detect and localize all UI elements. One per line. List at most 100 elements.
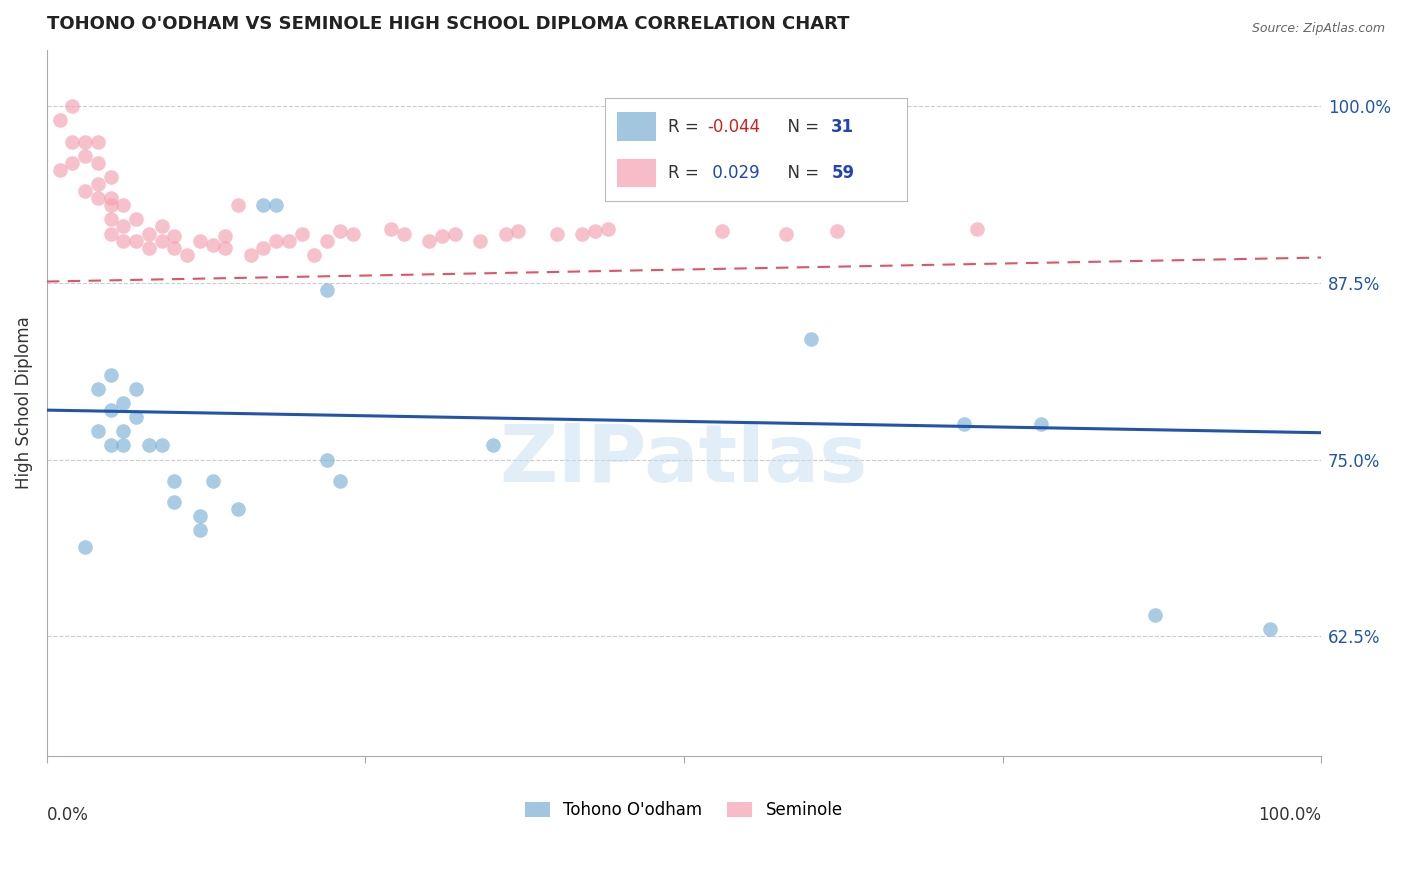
Point xyxy=(304,248,326,262)
Text: R =: R = xyxy=(668,118,704,136)
Point xyxy=(1029,417,1052,432)
Point xyxy=(87,156,110,170)
Point xyxy=(214,229,236,244)
Point xyxy=(75,149,97,163)
Point xyxy=(508,224,530,238)
Text: TOHONO O'ODHAM VS SEMINOLE HIGH SCHOOL DIPLOMA CORRELATION CHART: TOHONO O'ODHAM VS SEMINOLE HIGH SCHOOL D… xyxy=(46,15,849,33)
Point xyxy=(278,234,301,248)
Legend: Tohono O'odham, Seminole: Tohono O'odham, Seminole xyxy=(519,794,849,826)
Point xyxy=(329,474,352,488)
Point xyxy=(100,403,122,417)
Point xyxy=(546,227,568,241)
Point xyxy=(418,234,440,248)
Text: 31: 31 xyxy=(831,118,855,136)
Point xyxy=(430,229,453,244)
Text: Source: ZipAtlas.com: Source: ZipAtlas.com xyxy=(1251,22,1385,36)
Point xyxy=(226,502,249,516)
Point xyxy=(125,410,148,425)
Point xyxy=(100,212,122,227)
Text: 100.0%: 100.0% xyxy=(1258,805,1322,823)
Point xyxy=(953,417,976,432)
Point xyxy=(87,177,110,191)
Point xyxy=(112,198,135,212)
Point xyxy=(100,438,122,452)
Point xyxy=(150,219,173,234)
Point xyxy=(596,222,619,236)
Point xyxy=(87,135,110,149)
Point xyxy=(125,234,148,248)
Point xyxy=(163,241,186,255)
Point xyxy=(48,163,70,178)
Point xyxy=(125,212,148,227)
Point xyxy=(711,224,734,238)
Point xyxy=(125,382,148,396)
Point xyxy=(60,756,83,771)
Point xyxy=(1258,622,1281,636)
Point xyxy=(201,237,224,252)
Point xyxy=(380,222,402,236)
Point xyxy=(150,438,173,452)
Point xyxy=(176,248,198,262)
Point xyxy=(239,248,262,262)
Point xyxy=(100,368,122,382)
Point xyxy=(188,234,211,248)
Text: 0.0%: 0.0% xyxy=(46,805,89,823)
Point xyxy=(495,227,517,241)
Point xyxy=(112,396,135,410)
Point xyxy=(201,474,224,488)
Point xyxy=(100,227,122,241)
Point xyxy=(226,198,249,212)
Point xyxy=(60,135,83,149)
Point xyxy=(571,227,593,241)
Point xyxy=(75,184,97,198)
Point xyxy=(163,495,186,509)
Point xyxy=(443,227,465,241)
Point xyxy=(264,234,287,248)
Point xyxy=(966,222,988,236)
Point xyxy=(468,234,491,248)
Point xyxy=(329,224,352,238)
Point xyxy=(112,425,135,439)
Point xyxy=(87,382,110,396)
Point xyxy=(163,474,186,488)
Point xyxy=(100,191,122,205)
Point xyxy=(252,241,274,255)
Bar xyxy=(617,112,657,141)
Y-axis label: High School Diploma: High School Diploma xyxy=(15,317,32,490)
Point xyxy=(138,438,160,452)
Point xyxy=(252,198,274,212)
Point xyxy=(583,224,606,238)
Point xyxy=(112,219,135,234)
Point xyxy=(214,241,236,255)
Point xyxy=(60,156,83,170)
Point xyxy=(264,198,287,212)
Point xyxy=(87,191,110,205)
Point xyxy=(342,227,364,241)
Point xyxy=(825,224,848,238)
Point xyxy=(316,452,339,467)
Point xyxy=(100,169,122,184)
Point xyxy=(100,198,122,212)
Point xyxy=(775,227,797,241)
Point xyxy=(112,438,135,452)
Point xyxy=(112,234,135,248)
Point xyxy=(291,227,314,241)
Point xyxy=(138,227,160,241)
Text: N =: N = xyxy=(778,164,824,182)
Point xyxy=(188,509,211,524)
Text: 0.029: 0.029 xyxy=(707,164,761,182)
Point xyxy=(1144,607,1167,622)
Bar xyxy=(617,159,657,187)
Point xyxy=(316,234,339,248)
Point xyxy=(392,227,415,241)
Text: N =: N = xyxy=(778,118,824,136)
Point xyxy=(163,229,186,244)
Text: -0.044: -0.044 xyxy=(707,118,761,136)
Point xyxy=(482,438,505,452)
Point xyxy=(316,283,339,297)
Point xyxy=(48,113,70,128)
Point xyxy=(87,425,110,439)
Point xyxy=(75,135,97,149)
Point xyxy=(188,523,211,537)
Point xyxy=(150,234,173,248)
